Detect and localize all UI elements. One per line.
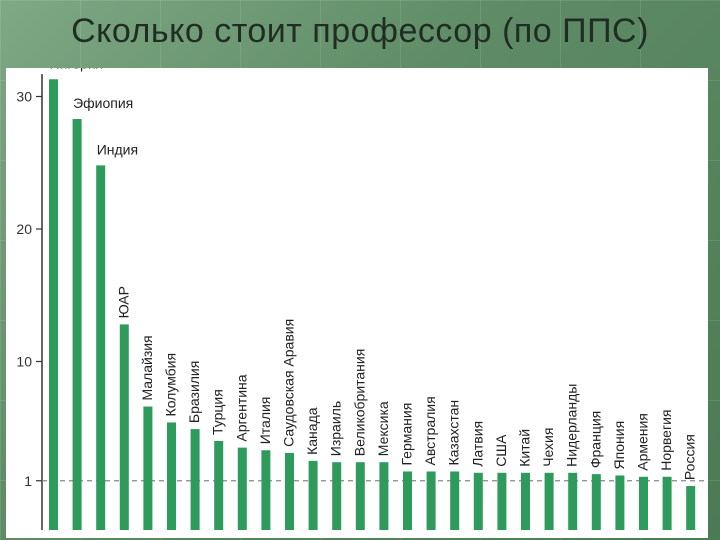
bar-label: Колумбия xyxy=(163,353,179,417)
bar xyxy=(72,119,82,531)
bar xyxy=(237,447,247,530)
bar xyxy=(450,471,460,530)
bar-label: Турция xyxy=(210,389,226,435)
bar xyxy=(568,472,578,530)
bar xyxy=(497,472,507,530)
bar-label: Аргентина xyxy=(233,374,249,441)
bar xyxy=(662,476,672,530)
bar xyxy=(119,324,129,530)
bar xyxy=(308,460,318,530)
bar-label: Япония xyxy=(611,421,627,470)
bar-label: Эфиопия xyxy=(73,95,133,111)
chart-panel: 1 10 20 30 Нигерия Эфиопия Индия ЮАР Малайзия Ко… xyxy=(6,68,708,538)
bar-label: Нигерия xyxy=(50,68,104,71)
y-tick-label: 10 xyxy=(16,354,32,370)
bar-label: Норвегия xyxy=(658,410,674,471)
bar-chart: 1 10 20 30 Нигерия Эфиопия Индия ЮАР Малайзия Ко… xyxy=(16,68,704,531)
bar-label: Китай xyxy=(517,429,533,467)
bar-label: Казахстан xyxy=(446,400,462,466)
bar xyxy=(355,462,365,530)
bar xyxy=(403,471,412,530)
bar xyxy=(143,406,153,530)
bar-label: Италия xyxy=(257,397,273,445)
bar xyxy=(426,471,436,530)
bar xyxy=(214,441,224,530)
chart-bars xyxy=(49,79,696,531)
bar-label: Армения xyxy=(635,413,651,471)
y-tick-label: 20 xyxy=(16,221,32,237)
bar-label: Великобритания xyxy=(351,349,367,457)
bar xyxy=(544,472,554,530)
bar-label: Бразилия xyxy=(186,361,202,423)
bar-label: США xyxy=(493,434,509,467)
bar-label: Израиль xyxy=(328,401,344,456)
bar xyxy=(473,472,483,530)
bar-label: Канада xyxy=(304,407,320,455)
bar xyxy=(639,476,648,530)
bar xyxy=(379,462,389,530)
bar-label: Австралия xyxy=(422,396,438,465)
bar xyxy=(285,452,294,530)
bar-label: Нидерланды xyxy=(564,384,580,467)
bar-label: Чехия xyxy=(540,428,556,467)
bar-label: ЮАР xyxy=(115,286,131,318)
bar-label: Мексика xyxy=(375,401,391,456)
bar xyxy=(686,486,696,530)
bar-label: Россия xyxy=(682,434,698,480)
bar-label: Франция xyxy=(587,411,603,468)
slide-title: Сколько стоит профессор (по ППС) xyxy=(71,12,649,50)
bar-label: Германия xyxy=(399,403,415,466)
bar xyxy=(96,165,106,530)
bar xyxy=(615,475,625,530)
bar xyxy=(332,462,342,530)
bar-label: Латвия xyxy=(469,421,485,467)
bar-label: Саудовская Аравия xyxy=(281,319,297,447)
bar-label: Малайзия xyxy=(139,335,155,400)
chart-labels: Нигерия Эфиопия Индия ЮАР Малайзия Колумбия Бр… xyxy=(50,68,698,480)
y-tick-label: 30 xyxy=(16,89,32,105)
bar xyxy=(521,472,530,530)
bar xyxy=(190,429,200,530)
bar xyxy=(591,474,601,530)
bar xyxy=(167,422,176,530)
bar-label: Индия xyxy=(97,141,138,157)
bar xyxy=(261,450,271,530)
bar xyxy=(49,79,58,531)
y-tick-label: 1 xyxy=(24,473,32,489)
